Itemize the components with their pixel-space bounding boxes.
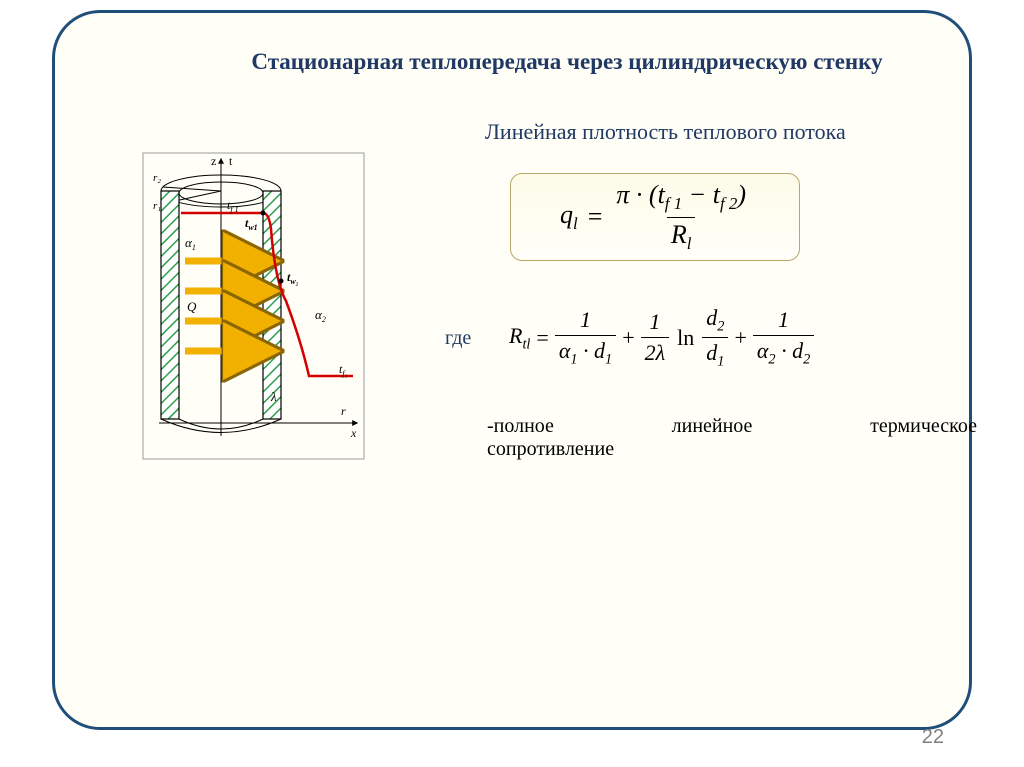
- note-w3: термическое: [870, 415, 977, 438]
- r1-label: r₁: [153, 200, 161, 212]
- note-text: -полное линейное термическое сопротивлен…: [487, 415, 1017, 461]
- note-w4: сопротивление: [487, 438, 1017, 461]
- tw1-label: tw1: [245, 216, 258, 232]
- tf1-label: tf 1: [227, 198, 239, 214]
- tw2-label: tw₂: [287, 270, 299, 286]
- slide-title: Стационарная теплопередача через цилиндр…: [115, 47, 1019, 77]
- note-w1: -полное: [487, 415, 554, 438]
- r2-label: r₂: [153, 172, 161, 184]
- tf2-label: tf₂: [339, 362, 348, 378]
- formula1-box: ql = π · (tf 1 − tf 2) Rl: [510, 173, 800, 261]
- page-number: 22: [922, 726, 944, 749]
- formula1: ql = π · (tf 1 − tf 2) Rl: [560, 180, 750, 253]
- where-label: где: [445, 327, 471, 350]
- cylinder-diagram: z t r x r₁ r₂ tf 1 tw1 tw₂: [141, 151, 366, 461]
- axis-t-label: t: [229, 154, 233, 168]
- Q-label: Q: [187, 299, 197, 314]
- axis-z-label: z: [211, 154, 216, 168]
- alpha1-label: α1: [185, 235, 196, 252]
- formula2: Rtl = 1 α1 · d1 + 1 2λ ln d2 d1 + 1 α2 ·…: [509, 305, 814, 371]
- alpha2-label: α2: [315, 307, 326, 324]
- slide-frame: Стационарная теплопередача через цилиндр…: [52, 10, 972, 730]
- note-w2: линейное: [672, 415, 753, 438]
- lambda-label: λ: [270, 389, 277, 404]
- axis-x-label: x: [350, 426, 357, 440]
- subtitle: Линейная плотность теплового потока: [485, 119, 846, 145]
- axis-r-label: r: [341, 404, 346, 418]
